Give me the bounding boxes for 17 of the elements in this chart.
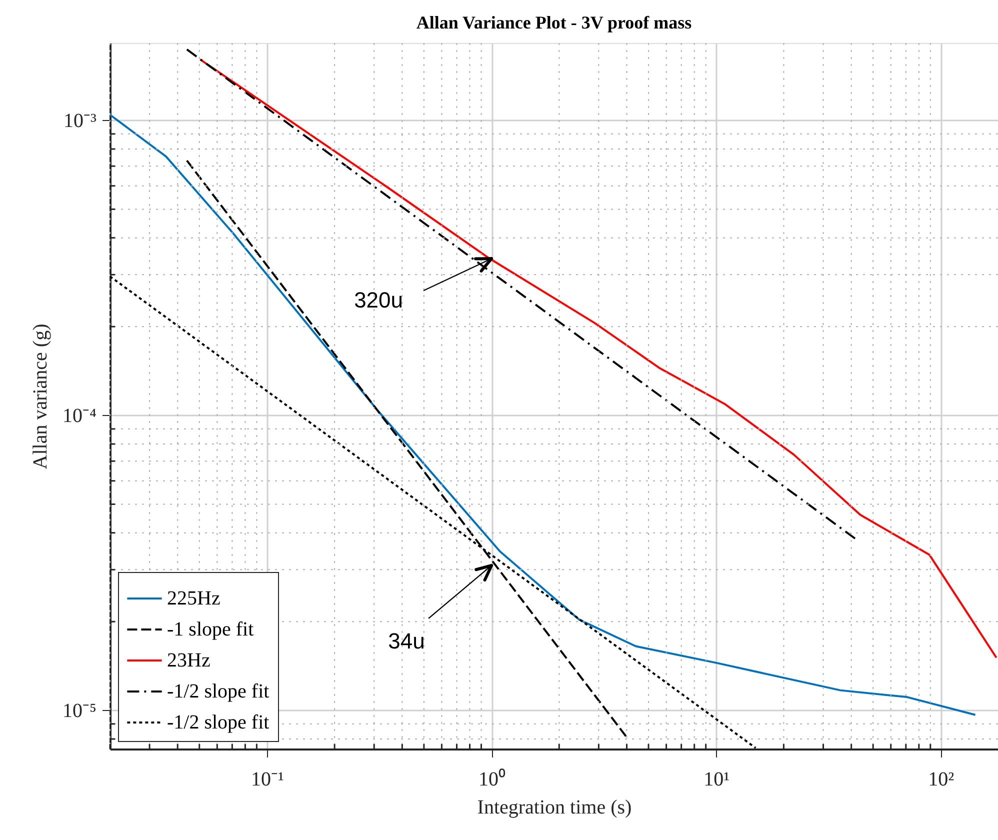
legend-label: 225Hz	[167, 588, 220, 610]
x-axis-title: Integration time (s)	[477, 796, 632, 818]
y-tick-label: 10⁻⁴	[62, 404, 97, 427]
legend-label: 23Hz	[167, 650, 210, 672]
y-tick-label: 10⁻³	[64, 110, 96, 132]
legend-label: -1 slope fit	[167, 618, 254, 640]
legend-label: -1/2 slope fit	[167, 712, 270, 734]
legend-label: -1/2 slope fit	[167, 680, 270, 702]
x-tick-label: 10⁻¹	[250, 768, 284, 790]
annotation: 34u	[388, 628, 425, 654]
chart-title: Allan Variance Plot - 3V proof mass	[416, 12, 692, 32]
x-tick-label: 10²	[928, 768, 954, 790]
x-tick-label: 10¹	[704, 768, 730, 790]
y-axis-title: Allan variance (g)	[30, 324, 52, 470]
y-tick-label: 10⁻⁵	[62, 700, 96, 722]
x-tick-label: 10⁰	[478, 768, 506, 790]
annotation: 320u	[354, 288, 404, 313]
